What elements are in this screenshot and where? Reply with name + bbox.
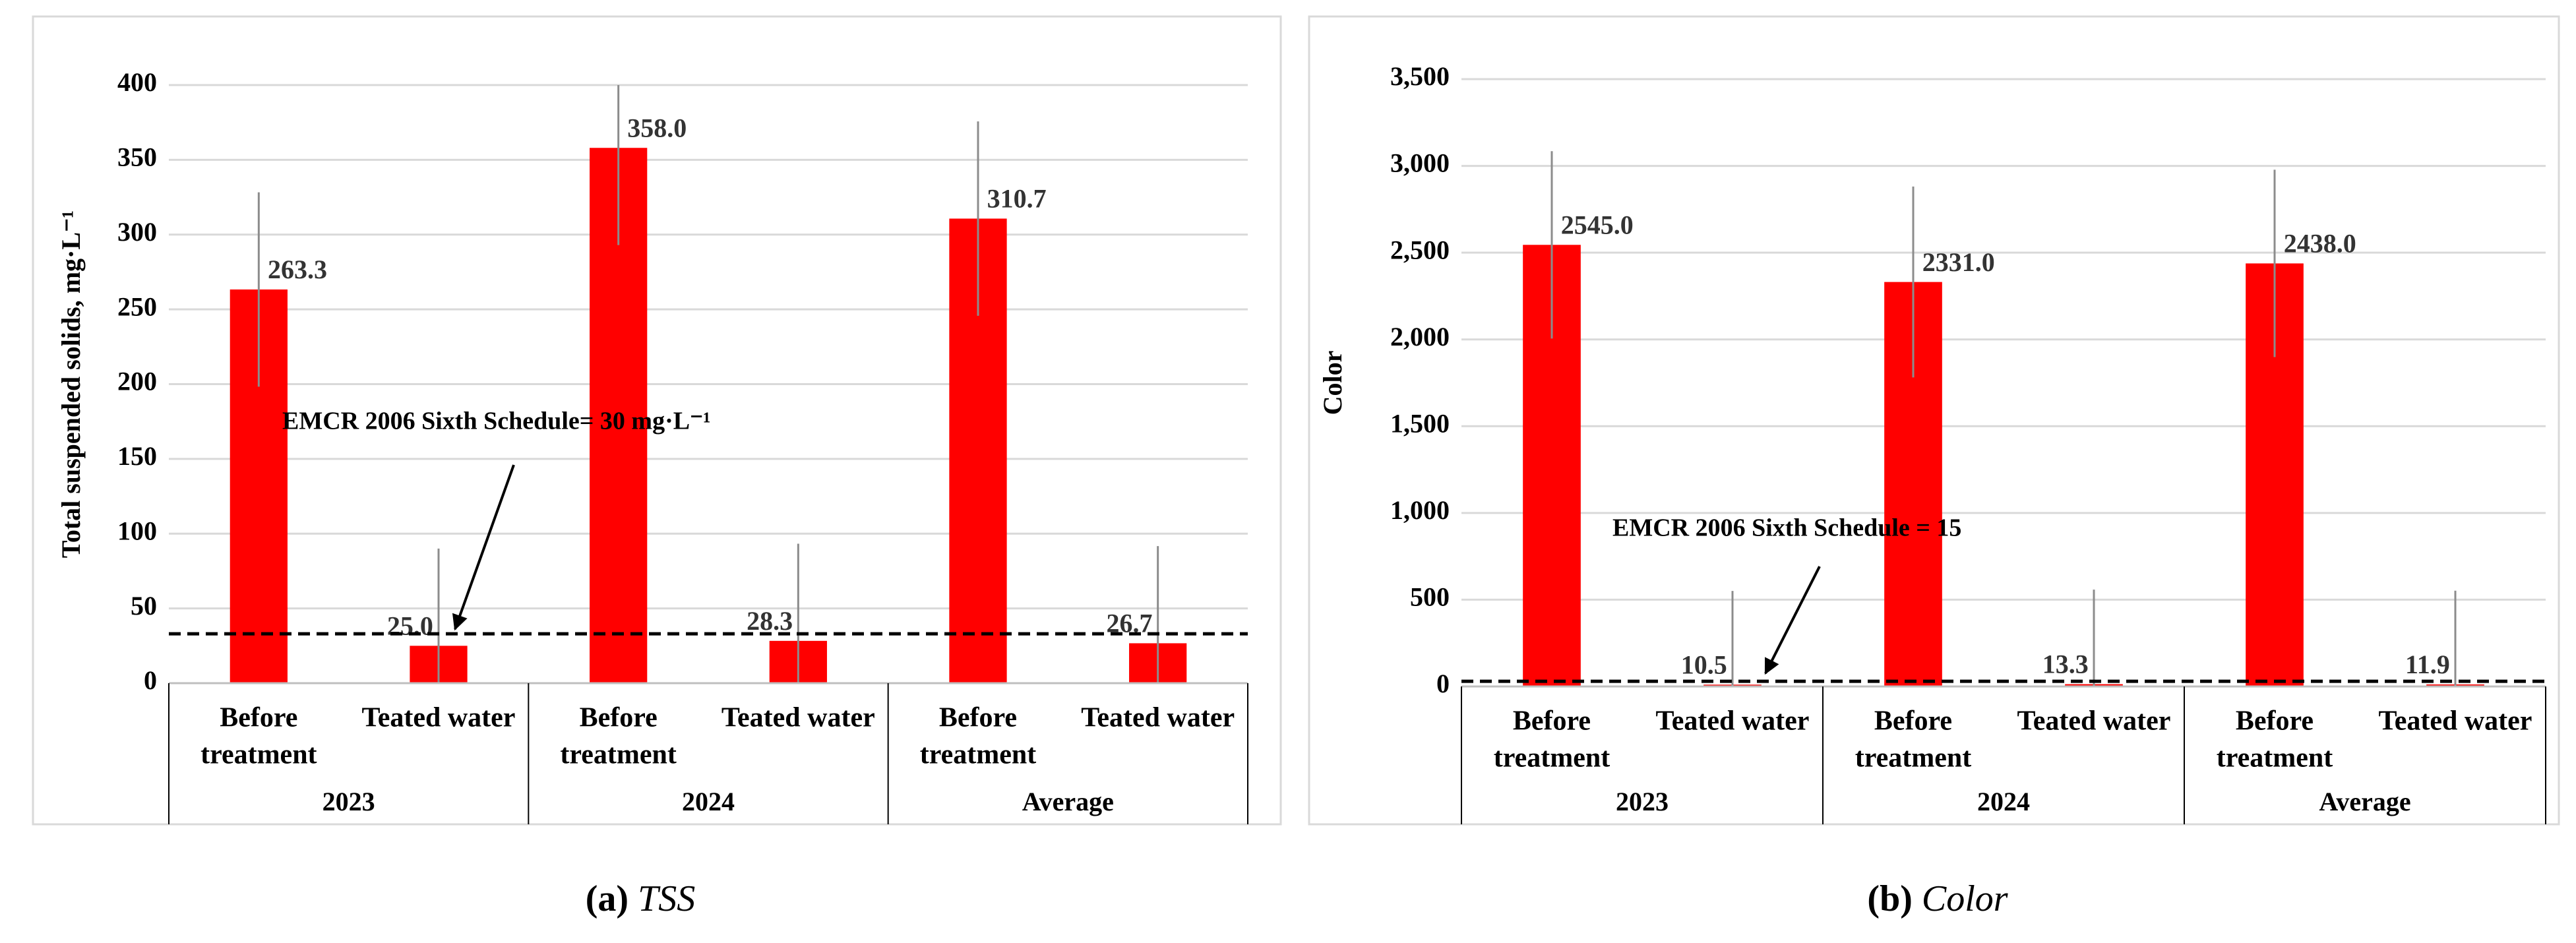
caption: (b) Color bbox=[1867, 878, 2008, 919]
x-tick-label: Before bbox=[939, 703, 1017, 733]
value-label: 11.9 bbox=[2405, 650, 2450, 679]
annotation-arrow bbox=[452, 464, 515, 631]
x-tick-label: Before bbox=[220, 703, 297, 733]
x-tick-label: treatment bbox=[560, 740, 676, 770]
x-tick-label: Teated water bbox=[2017, 706, 2171, 737]
value-label: 28.3 bbox=[747, 606, 793, 636]
annotation: EMCR 2006 Sixth Schedule = 15 bbox=[1612, 514, 1961, 542]
group-label: 2024 bbox=[1977, 787, 2030, 816]
y-tick-label: 300 bbox=[117, 217, 157, 247]
y-tick-label: 400 bbox=[117, 67, 157, 97]
group-label: 2024 bbox=[682, 787, 735, 816]
x-tick-label: Teated water bbox=[1081, 703, 1235, 733]
y-tick-label: 50 bbox=[131, 591, 157, 621]
y-tick-label: 0 bbox=[144, 665, 157, 695]
x-tick-label: treatment bbox=[1494, 743, 1610, 774]
y-axis-label: Color bbox=[1318, 351, 1347, 415]
group-label: 2023 bbox=[322, 787, 375, 816]
y-tick-label: 1,500 bbox=[1390, 408, 1450, 438]
x-tick-label: treatment bbox=[2217, 743, 2333, 774]
value-label: 13.3 bbox=[2042, 650, 2089, 679]
value-label: 25.0 bbox=[387, 611, 433, 640]
y-tick-label: 2,000 bbox=[1390, 322, 1450, 351]
x-tick-label: Teated water bbox=[1656, 706, 1810, 737]
value-label: 2545.0 bbox=[1561, 210, 1634, 239]
x-tick-label: treatment bbox=[1855, 743, 1971, 774]
y-tick-label: 2,500 bbox=[1390, 235, 1450, 264]
value-label: 2438.0 bbox=[2284, 229, 2356, 259]
y-tick-label: 0 bbox=[1436, 669, 1450, 698]
x-tick-label: Teated water bbox=[721, 703, 875, 733]
value-label: 310.7 bbox=[987, 184, 1047, 214]
x-tick-label: treatment bbox=[200, 740, 317, 770]
panel-frame bbox=[1308, 15, 2560, 826]
caption-label: (b) bbox=[1867, 878, 1912, 919]
y-tick-label: 250 bbox=[117, 291, 157, 321]
value-label: 358.0 bbox=[627, 113, 687, 142]
caption-name: Color bbox=[1922, 878, 2008, 919]
y-tick-label: 500 bbox=[1410, 582, 1450, 612]
value-label: 10.5 bbox=[1681, 650, 1727, 679]
x-tick-label: Before bbox=[580, 703, 658, 733]
annotation: EMCR 2006 Sixth Schedule= 30 mg·L⁻¹ bbox=[282, 408, 711, 435]
y-tick-label: 350 bbox=[117, 142, 157, 172]
y-tick-label: 3,500 bbox=[1390, 61, 1450, 91]
x-tick-label: treatment bbox=[920, 740, 1036, 770]
x-tick-label: Teated water bbox=[2379, 706, 2532, 737]
group-label: Average bbox=[1022, 787, 1114, 816]
x-tick-label: Before bbox=[1874, 706, 1952, 737]
y-tick-label: 3,000 bbox=[1390, 148, 1450, 178]
caption: (a) TSS bbox=[586, 878, 695, 919]
x-tick-label: Teated water bbox=[362, 703, 516, 733]
group-label: 2023 bbox=[1616, 787, 1669, 816]
annotation-arrow bbox=[1764, 566, 1821, 675]
y-axis-label: Total suspended solids, mg·L⁻¹ bbox=[56, 210, 86, 558]
caption-name: TSS bbox=[638, 878, 695, 919]
y-tick-label: 100 bbox=[117, 516, 157, 545]
y-tick-label: 200 bbox=[117, 367, 157, 396]
group-label: Average bbox=[2319, 787, 2410, 816]
caption-label: (a) bbox=[586, 878, 629, 919]
y-tick-label: 150 bbox=[117, 441, 157, 471]
value-label: 2331.0 bbox=[1922, 247, 1995, 277]
panel-frame bbox=[32, 15, 1282, 826]
x-tick-label: Before bbox=[2236, 706, 2314, 737]
x-tick-label: Before bbox=[1513, 706, 1591, 737]
y-tick-label: 1,000 bbox=[1390, 495, 1450, 525]
value-label: 263.3 bbox=[268, 255, 327, 284]
